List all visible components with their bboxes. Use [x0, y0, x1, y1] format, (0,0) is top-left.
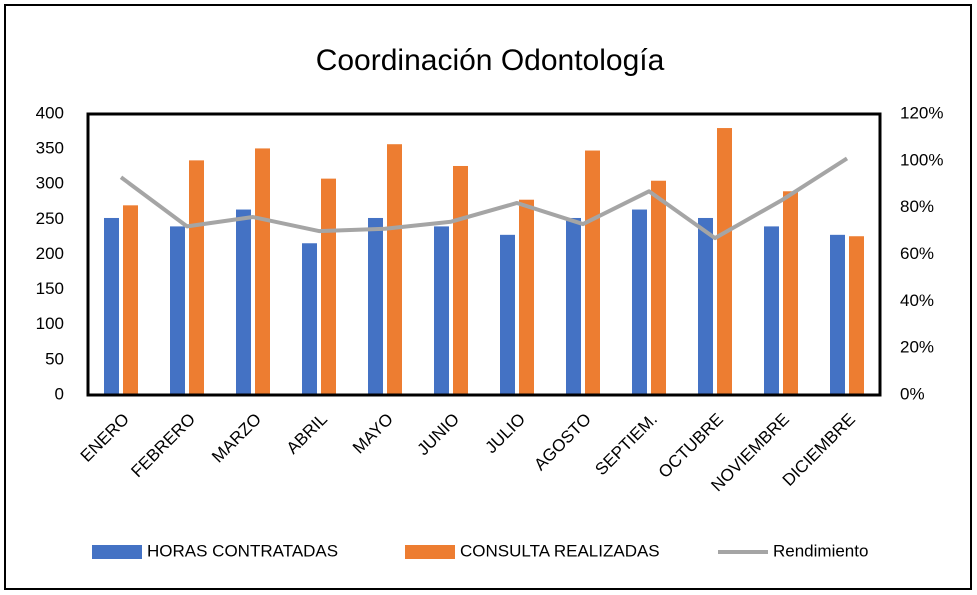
y2-tick-label: 20% — [900, 338, 934, 357]
bar — [519, 199, 534, 395]
bar — [387, 144, 402, 395]
chart-border — [4, 4, 972, 590]
bar — [783, 191, 798, 395]
bar — [170, 226, 185, 395]
y2-tick-label: 120% — [900, 103, 943, 122]
line — [119, 156, 849, 241]
y-tick-label: 150 — [36, 279, 64, 298]
legend-label: HORAS CONTRATADAS — [147, 541, 338, 560]
legend-swatch — [92, 545, 142, 559]
bar — [123, 205, 138, 395]
y2-tick-label: 40% — [900, 291, 934, 310]
y2-tick-label: 100% — [900, 150, 943, 169]
bar — [849, 236, 864, 395]
bar — [632, 209, 647, 395]
bar — [302, 243, 317, 395]
y2-tick-label: 0% — [900, 384, 925, 403]
y-tick-label: 0 — [55, 384, 64, 403]
legend-label: Rendimiento — [773, 541, 868, 560]
bar — [104, 217, 119, 395]
chart-title: Coordinación Odontología — [316, 44, 665, 77]
bar — [453, 165, 468, 395]
bar — [764, 226, 779, 395]
bar — [698, 217, 713, 395]
bar — [566, 217, 581, 395]
bar — [321, 178, 336, 395]
bar — [189, 160, 204, 395]
bar — [717, 128, 732, 396]
y-tick-label: 400 — [36, 103, 64, 122]
bar — [651, 180, 666, 395]
bar — [500, 234, 515, 395]
bar — [255, 148, 270, 395]
y-tick-label: 50 — [45, 349, 64, 368]
y2-tick-label: 60% — [900, 244, 934, 263]
legend-swatch — [405, 545, 455, 559]
y-tick-label: 300 — [36, 174, 64, 193]
bar — [368, 217, 383, 395]
y-tick-label: 250 — [36, 209, 64, 228]
bar — [434, 226, 449, 395]
y2-tick-label: 80% — [900, 197, 934, 216]
plot-border — [86, 112, 882, 397]
legend-label: CONSULTA REALIZADAS — [460, 541, 660, 560]
bar — [830, 234, 845, 395]
y-tick-label: 100 — [36, 314, 64, 333]
bar — [236, 209, 251, 395]
bar — [585, 150, 600, 395]
y-tick-label: 200 — [36, 244, 64, 263]
y-tick-label: 350 — [36, 139, 64, 158]
